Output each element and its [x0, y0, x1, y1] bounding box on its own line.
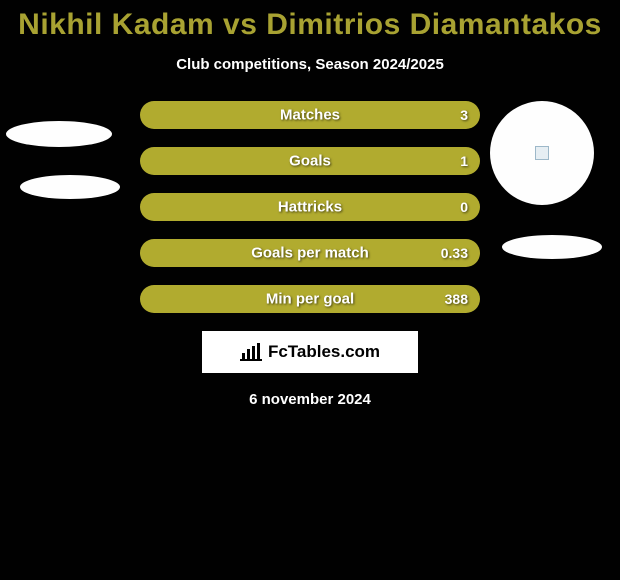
player-left-col [0, 101, 130, 199]
comparison-content: Matches 3 Goals 1 Hattricks 0 Goals per match 0… [0, 101, 620, 408]
stat-bars: Matches 3 Goals 1 Hattricks 0 Goals per match 0… [140, 101, 480, 313]
date-text: 6 november 2024 [0, 391, 620, 408]
stat-bar-label: Goals [289, 153, 331, 170]
stat-bar-value-right: 0 [460, 199, 468, 215]
player-left-avatar [6, 121, 112, 147]
stat-bar-label: Hattricks [278, 199, 342, 216]
page-subtitle: Club competitions, Season 2024/2025 [0, 56, 620, 73]
stat-bar-label: Goals per match [251, 245, 369, 262]
player-right-col [490, 101, 620, 259]
chart-icon [240, 343, 262, 361]
watermark: FcTables.com [202, 331, 418, 373]
stat-bar: Hattricks 0 [140, 193, 480, 221]
player-left-name-plate [20, 175, 120, 199]
stat-bar: Matches 3 [140, 101, 480, 129]
stat-bar-value-right: 1 [460, 153, 468, 169]
player-right-name-plate [502, 235, 602, 259]
stat-bar-value-right: 0.33 [441, 245, 468, 261]
stat-bar: Min per goal 388 [140, 285, 480, 313]
stat-bar: Goals per match 0.33 [140, 239, 480, 267]
stat-bar-label: Matches [280, 107, 340, 124]
player-right-avatar [490, 101, 594, 205]
stat-bar-value-right: 3 [460, 107, 468, 123]
stat-bar-value-right: 388 [445, 291, 468, 307]
stat-bar: Goals 1 [140, 147, 480, 175]
page-title: Nikhil Kadam vs Dimitrios Diamantakos [0, 0, 620, 42]
stat-bar-label: Min per goal [266, 291, 354, 308]
watermark-text: FcTables.com [268, 342, 380, 362]
